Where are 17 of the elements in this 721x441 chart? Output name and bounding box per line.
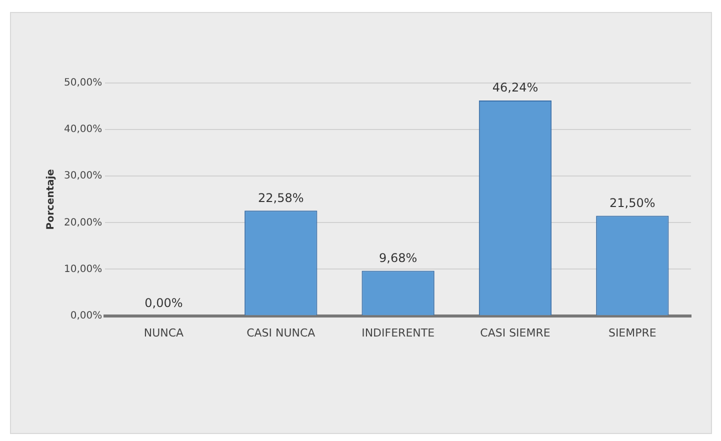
data-label: 0,00% bbox=[144, 296, 183, 310]
x-tick-label: CASI NUNCA bbox=[246, 326, 316, 340]
x-tick-label: SIEMPRE bbox=[608, 326, 656, 340]
x-tick-label: CASI SIEMRE bbox=[480, 326, 550, 340]
data-label: 9,68% bbox=[379, 250, 418, 265]
x-tick-label: INDIFERENTE bbox=[362, 326, 435, 340]
y-tick-label: 20,00% bbox=[64, 217, 102, 228]
data-label: 46,24% bbox=[492, 80, 538, 95]
y-axis-title: Porcentaje bbox=[46, 168, 57, 230]
y-tick-label: 10,00% bbox=[64, 264, 102, 275]
x-tick-label: NUNCA bbox=[144, 326, 184, 340]
y-tick-label: 50,00% bbox=[64, 78, 102, 89]
y-tick-label: 30,00% bbox=[64, 170, 102, 182]
data-label: 21,50% bbox=[610, 196, 656, 210]
y-tick-label: 0,00% bbox=[70, 310, 102, 322]
y-tick-label: 40,00% bbox=[64, 124, 102, 136]
data-label: 22,58% bbox=[258, 190, 304, 205]
